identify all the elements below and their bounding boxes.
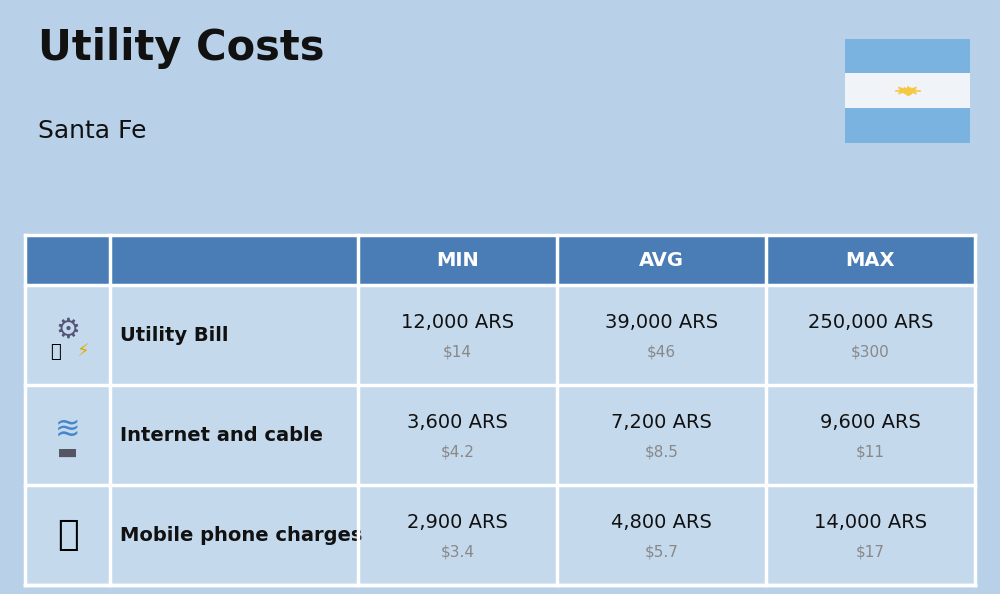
Text: MAX: MAX [846,251,895,270]
Text: Santa Fe: Santa Fe [38,119,146,143]
Text: Mobile phone charges: Mobile phone charges [120,526,363,545]
Text: 2,900 ARS: 2,900 ARS [407,513,508,532]
Text: ⚡: ⚡ [76,343,89,361]
Text: Utility Bill: Utility Bill [120,326,229,345]
Text: Utility Costs: Utility Costs [38,27,324,69]
Text: $300: $300 [851,345,890,359]
Text: 3,600 ARS: 3,600 ARS [407,413,508,432]
Text: 250,000 ARS: 250,000 ARS [808,313,933,332]
Bar [845,39,970,73]
Text: $11: $11 [856,444,885,459]
Bar [845,108,970,143]
Text: 7,200 ARS: 7,200 ARS [611,413,712,432]
Bar [25,286,975,386]
Text: ⚙: ⚙ [55,315,80,343]
Text: $5.7: $5.7 [645,544,678,560]
Text: ▬: ▬ [57,443,78,463]
Bar [25,485,975,585]
Text: AVG: AVG [639,251,684,270]
Text: 39,000 ARS: 39,000 ARS [605,313,718,332]
Bar [25,235,975,286]
Text: 9,600 ARS: 9,600 ARS [820,413,921,432]
Text: 📱: 📱 [57,518,79,552]
Bar [845,73,970,108]
Text: $3.4: $3.4 [440,544,474,560]
Text: $4.2: $4.2 [440,444,474,459]
Text: 14,000 ARS: 14,000 ARS [814,513,927,532]
Text: ≋: ≋ [55,415,80,444]
Text: MIN: MIN [436,251,479,270]
Text: $46: $46 [647,345,676,359]
Text: 🔌: 🔌 [50,343,61,361]
Text: Internet and cable: Internet and cable [120,426,324,445]
Text: $17: $17 [856,544,885,560]
Text: 12,000 ARS: 12,000 ARS [401,313,514,332]
Bar [25,386,975,485]
Text: $8.5: $8.5 [645,444,678,459]
Text: 4,800 ARS: 4,800 ARS [611,513,712,532]
Bar [36,309,100,362]
Text: $14: $14 [443,345,472,359]
